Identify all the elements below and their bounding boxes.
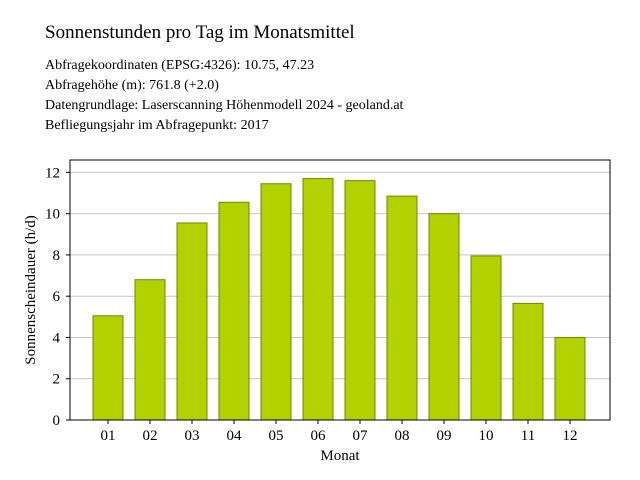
x-tick-label: 06	[311, 428, 327, 444]
bar-12	[554, 336, 586, 421]
bar-09	[428, 213, 460, 421]
bar-07	[344, 180, 376, 421]
chart-title: Sonnenstunden pro Tag im Monatsmittel	[45, 22, 355, 43]
x-tick-label: 04	[227, 428, 243, 444]
bar-11	[512, 302, 544, 421]
bar-03	[176, 222, 208, 421]
x-tick-label: 03	[185, 428, 200, 444]
info-source: Datengrundlage: Laserscanning Höhenmodel…	[45, 98, 404, 113]
info-height: Abfragehöhe (m): 761.8 (+2.0)	[45, 78, 219, 93]
bar-06	[302, 178, 334, 421]
y-axis-label: Sonnenscheindauer (h/d)	[23, 215, 39, 365]
x-axis: 01 02 03 04 05 06 07 08 09 10 11 12	[101, 420, 578, 444]
bar-02	[134, 279, 166, 421]
y-tick-label: 10	[45, 207, 60, 223]
bar-10	[470, 255, 502, 421]
x-tick-label: 05	[269, 428, 284, 444]
y-tick-label: 8	[53, 248, 61, 264]
x-tick-label: 12	[563, 428, 578, 444]
x-tick-label: 02	[143, 428, 158, 444]
bar-04	[218, 201, 250, 421]
y-tick-label: 2	[53, 372, 61, 388]
bar-01	[92, 315, 124, 421]
bars	[92, 178, 586, 421]
y-axis: 0 2 4 6 8 10 12	[45, 165, 70, 429]
y-tick-label: 6	[53, 289, 61, 305]
x-tick-label: 10	[479, 428, 494, 444]
y-tick-label: 4	[53, 330, 61, 346]
bar-08	[386, 195, 418, 421]
info-block: Abfragekoordinaten (EPSG:4326): 10.75, 4…	[45, 56, 403, 136]
x-tick-label: 01	[101, 428, 116, 444]
info-coordinates: Abfragekoordinaten (EPSG:4326): 10.75, 4…	[45, 58, 315, 73]
x-tick-label: 07	[353, 428, 369, 444]
y-tick-label: 12	[45, 165, 60, 181]
x-tick-label: 09	[437, 428, 452, 444]
plot-frame	[69, 159, 611, 421]
x-axis-label: Monat	[320, 448, 360, 464]
x-tick-label: 11	[521, 428, 535, 444]
y-tick-label: 0	[53, 413, 61, 429]
x-tick-label: 08	[395, 428, 410, 444]
info-flight-year: Befliegungsjahr im Abfragepunkt: 2017	[45, 118, 269, 133]
bar-05	[260, 183, 292, 421]
